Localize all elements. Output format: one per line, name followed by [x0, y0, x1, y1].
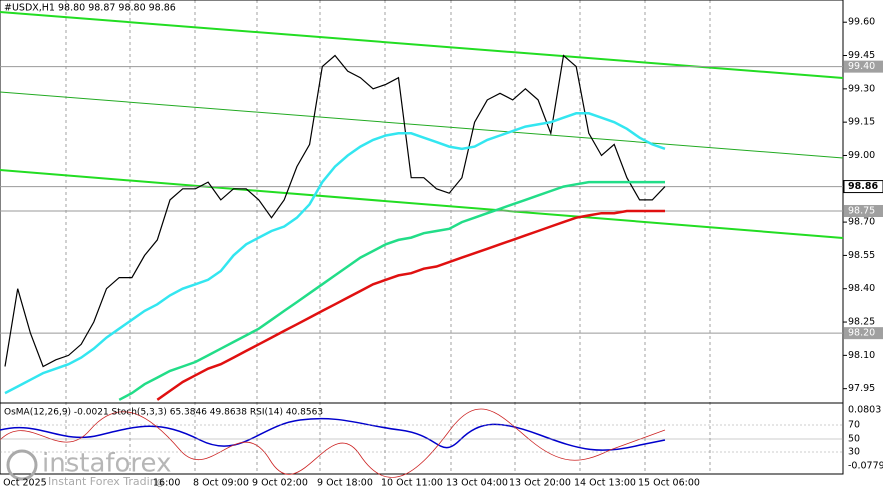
- x-tick-label: 9 Oct 02:00: [252, 478, 308, 489]
- indicator-tick-label: 0.0803: [848, 405, 881, 416]
- y-tick-label: 98.55: [848, 250, 875, 261]
- watermark-text: instaforex: [42, 449, 171, 479]
- price-level-box: [844, 204, 883, 217]
- series-line: [156, 209, 665, 401]
- y-tick-label: 99.00: [848, 150, 875, 161]
- indicator-tick-label: 50: [848, 434, 860, 445]
- x-tick-label: 13 Oct 20:00: [509, 478, 571, 489]
- x-tick-label: 13 Oct 04:00: [446, 478, 508, 489]
- indicator-label: OsMA(12,26,9) -0.0021 Stoch(5,3,3) 65.38…: [4, 408, 323, 418]
- x-tick-label: 8 Oct 09:00: [193, 478, 249, 489]
- x-tick-label: 16:00: [153, 478, 180, 489]
- y-tick-label: 99.30: [848, 83, 875, 94]
- y-tick-label: 98.25: [848, 317, 875, 328]
- y-tick-label: 97.95: [848, 383, 875, 394]
- indicator-tick-label: 70: [848, 420, 860, 431]
- x-tick-label: 14 Oct 13:00: [574, 478, 636, 489]
- x-tick-label: 15 Oct 06:00: [638, 478, 700, 489]
- series-line: [4, 112, 666, 395]
- price-level-box: [843, 180, 883, 194]
- y-tick-label: 98.10: [848, 350, 875, 361]
- x-tick-label: 10 Oct 11:00: [381, 478, 443, 489]
- y-tick-label: 98.40: [848, 283, 875, 294]
- indicator-tick-label: 30: [848, 447, 860, 458]
- watermark-subtext: Instant Forex Trading: [48, 475, 164, 488]
- x-tick-label: 5 Oct 2025: [0, 478, 47, 489]
- indicator-tick-label: -0.0779: [848, 461, 883, 472]
- price-level-label: 98.86: [848, 181, 878, 192]
- price-level-box: [844, 60, 883, 73]
- y-tick-label: 99.45: [848, 50, 875, 61]
- price-level-label: 98.75: [848, 205, 875, 216]
- series-line: [4, 54, 666, 368]
- x-tick-label: 9 Oct 18:00: [317, 478, 373, 489]
- watermark: instaforex Instant Forex Trading: [6, 449, 171, 488]
- chart-title: #USDX,H1 98.80 98.87 98.80 98.86: [4, 3, 176, 14]
- y-tick-label: 99.15: [848, 117, 875, 128]
- plot-frame: [0, 0, 844, 475]
- price-level-label: 98.20: [848, 328, 875, 339]
- price-level-label: 99.40: [848, 61, 875, 72]
- series-line: [118, 180, 665, 401]
- y-tick-label: 98.70: [848, 217, 875, 228]
- y-tick-label: 99.60: [848, 17, 875, 28]
- indicator-lines: [0, 408, 843, 478]
- price-level-box: [844, 327, 883, 340]
